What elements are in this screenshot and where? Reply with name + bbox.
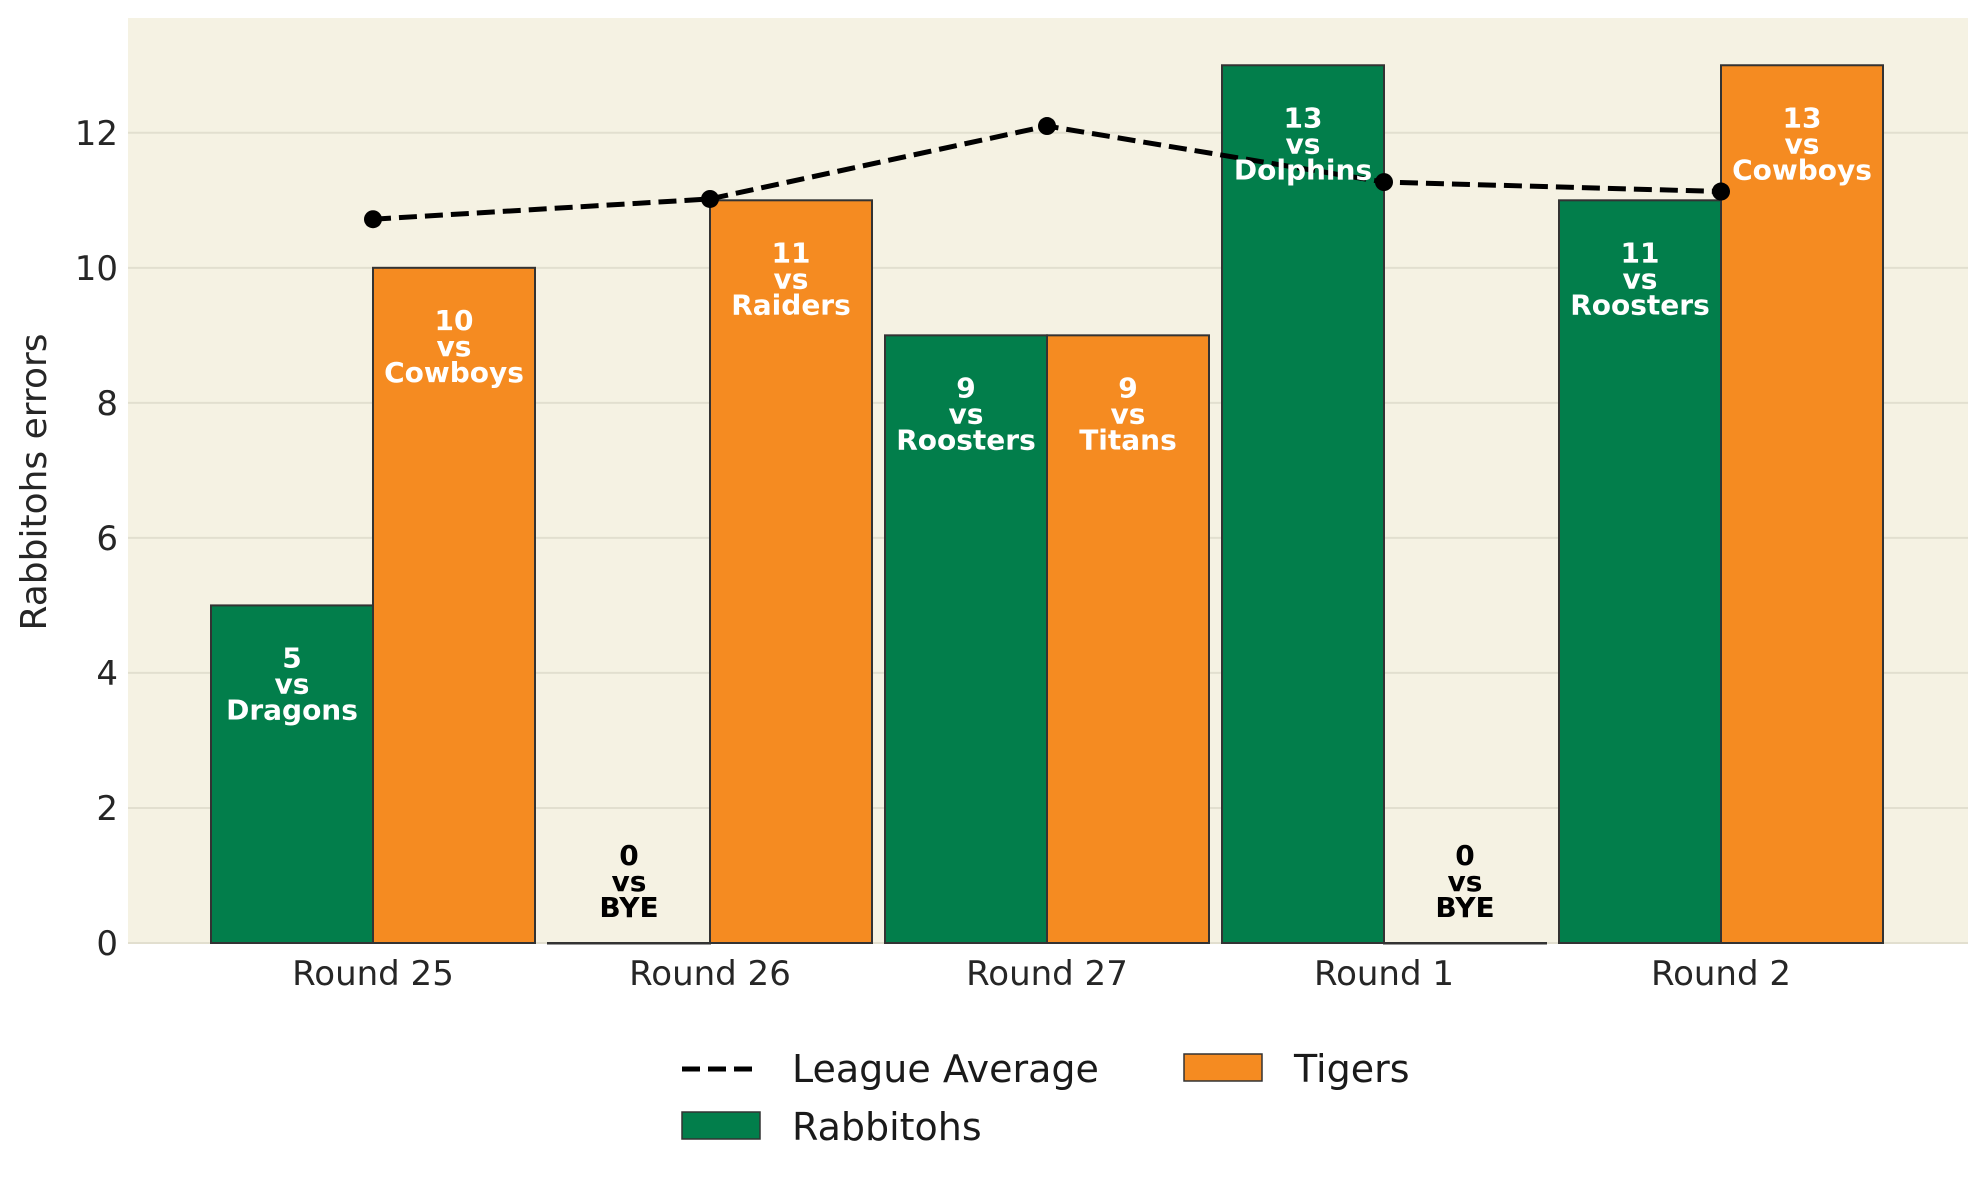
bar-data-label: vs [949, 397, 984, 430]
y-tick-label: 10 [75, 249, 118, 289]
bar-data-label: vs [275, 667, 310, 700]
bar-tigers [1383, 942, 1547, 945]
x-axis-ticks: Round 25 Round 26 Round 27 Round 1 Round 2 [292, 954, 1791, 994]
legend: League Average Rabbitohs Tigers [681, 1047, 1410, 1149]
bar-data-label: vs [1448, 865, 1483, 898]
bar-data-label: 0 [619, 839, 638, 872]
league-average-point [701, 189, 719, 208]
bar-tigers [372, 266, 536, 944]
y-tick-label: 8 [96, 384, 118, 424]
bars [210, 64, 1884, 945]
y-tick-label: 4 [96, 654, 118, 694]
x-tick-label: Round 27 [966, 954, 1128, 994]
bar-data-label: Cowboys [384, 356, 524, 389]
legend-label-league-average: League Average [792, 1047, 1099, 1091]
league-average-point [1712, 182, 1730, 201]
league-average-point [1375, 173, 1393, 192]
x-tick-label: Round 26 [629, 954, 791, 994]
bar-tigers [1046, 334, 1210, 944]
x-tick-label: Round 2 [1651, 954, 1791, 994]
bar-data-label: Roosters [896, 423, 1036, 456]
bar-data-label: BYE [1435, 891, 1494, 924]
bar-data-label: 11 [1621, 236, 1660, 269]
bar-tigers [1720, 64, 1884, 945]
league-average-point [1038, 117, 1056, 136]
x-tick-label: Round 1 [1314, 954, 1454, 994]
bar-data-label: Roosters [1570, 288, 1710, 321]
legend-swatch-tigers [1183, 1053, 1263, 1082]
bar-tigers [709, 199, 873, 945]
bar-data-label: Dragons [226, 693, 358, 726]
y-tick-label: 2 [96, 789, 118, 829]
bar-data-label: 11 [772, 236, 811, 269]
bar-data-label: 9 [956, 371, 975, 404]
y-tick-label: 12 [75, 114, 118, 154]
bar-data-label: vs [1623, 262, 1658, 295]
bar-rabbitohs [547, 942, 711, 945]
bar-data-label: 10 [435, 304, 474, 337]
bar-data-label: Cowboys [1732, 153, 1872, 186]
bar-data-label: vs [437, 330, 472, 363]
bar-data-label: 0 [1455, 839, 1474, 872]
legend-swatch-rabbitohs [681, 1111, 761, 1140]
bar-data-label: BYE [599, 891, 658, 924]
bar-data-label: 5 [282, 641, 301, 674]
league-average-point [364, 210, 382, 229]
legend-label-rabbitohs: Rabbitohs [792, 1105, 982, 1149]
bar-data-label: 13 [1783, 101, 1822, 134]
bar-data-label: vs [1785, 127, 1820, 160]
y-axis-title: Rabbitohs errors [14, 333, 55, 630]
bar-data-label: 13 [1284, 101, 1323, 134]
bar-data-label: Dolphins [1234, 153, 1372, 186]
bar-data-label: Titans [1079, 423, 1177, 456]
y-tick-label: 0 [96, 924, 118, 964]
bar-data-label: vs [774, 262, 809, 295]
y-tick-label: 6 [96, 519, 118, 559]
bar-data-label: vs [1286, 127, 1321, 160]
bar-rabbitohs [1558, 199, 1722, 945]
y-axis-ticks: 0 2 4 6 8 10 12 [75, 114, 118, 964]
legend-label-tigers: Tigers [1293, 1047, 1410, 1091]
bar-rabbitohs [884, 334, 1048, 944]
bar-labels: 5vsDragons0vsBYE9vsRoosters13vsDolphins1… [226, 101, 1872, 924]
bar-data-label: 9 [1118, 371, 1137, 404]
bar-data-label: vs [612, 865, 647, 898]
league-average-line [364, 117, 1730, 229]
bar-data-label: Raiders [731, 288, 851, 321]
bar-data-label: vs [1111, 397, 1146, 430]
bar-rabbitohs [1221, 64, 1385, 945]
x-tick-label: Round 25 [292, 954, 454, 994]
